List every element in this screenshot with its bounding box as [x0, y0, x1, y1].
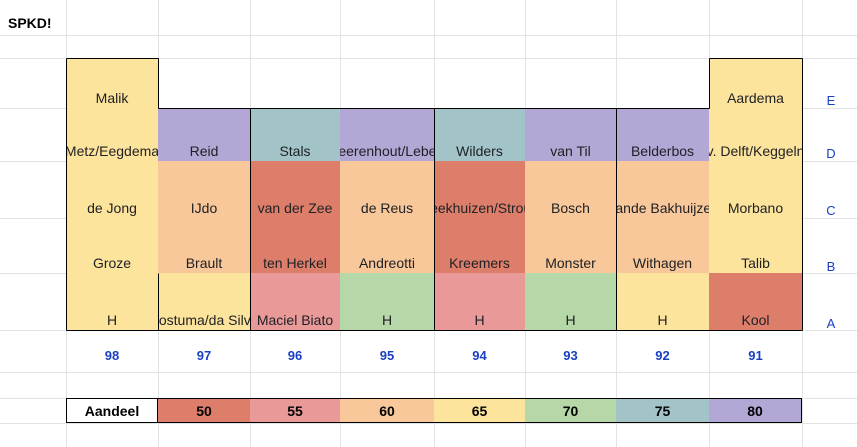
- seat-name: ten Herkel: [263, 255, 327, 271]
- seat-cell[interactable]: Postuma/da Silva: [158, 273, 250, 330]
- seat-cell[interactable]: IJdo: [158, 161, 250, 218]
- seat-name: Malik: [95, 90, 129, 106]
- seat-name: Belderbos: [630, 143, 695, 159]
- legend-value: 55: [250, 398, 340, 423]
- row-label: E: [826, 93, 836, 108]
- seat-name: Beekhuizen/Strous: [434, 200, 525, 216]
- seat-name: de Jong: [87, 200, 137, 216]
- legend-value: 65: [434, 398, 525, 423]
- seat-name: Metz/Eegdema: [66, 143, 158, 159]
- seat-cell[interactable]: Malik: [66, 58, 158, 108]
- seat-name: Kreemers: [449, 255, 510, 271]
- seat-cell[interactable]: H: [616, 273, 709, 330]
- seat-cell[interactable]: Maciel Biato: [250, 273, 340, 330]
- column-number: 94: [472, 348, 487, 363]
- legend-value: 80: [709, 398, 802, 423]
- legend-value: 70: [525, 398, 616, 423]
- seat-name: Withagen: [632, 255, 693, 271]
- seat-name: Morbano: [727, 200, 784, 216]
- seat-name: Andreotti: [358, 255, 416, 271]
- seat-name: H: [657, 312, 668, 328]
- seat-name: Kool: [741, 312, 770, 328]
- column-number: 95: [379, 348, 395, 363]
- seat-cell[interactable]: Reid: [158, 108, 250, 161]
- seat-name: Veerenhout/Leberl: [340, 143, 434, 159]
- seat-cell[interactable]: Kool: [709, 273, 802, 330]
- seat-name: H: [474, 312, 485, 328]
- legend-value: 75: [616, 398, 709, 423]
- column-number: 97: [196, 348, 212, 363]
- row-label: B: [826, 259, 836, 274]
- gridline: [0, 372, 857, 373]
- seat-cell[interactable]: Talib: [709, 218, 802, 273]
- seat-cell[interactable]: H: [434, 273, 525, 330]
- seat-cell[interactable]: H: [66, 273, 158, 330]
- seat-name: Stals: [279, 143, 311, 159]
- seat-cell[interactable]: de Reus: [340, 161, 434, 218]
- seat-cell[interactable]: Groze: [66, 218, 158, 273]
- seat-name: Maciel Biato: [256, 312, 334, 328]
- seat-cell[interactable]: Sande Bakhuijzen: [616, 161, 709, 218]
- seat-name: v. Delft/Keggeln: [709, 143, 802, 159]
- column-number: 98: [104, 348, 120, 363]
- seat-cell[interactable]: H: [340, 273, 434, 330]
- seat-cell[interactable]: Veerenhout/Leberl: [340, 108, 434, 161]
- seat-name: van der Zee: [257, 200, 333, 216]
- row-label: D: [826, 146, 836, 161]
- column-number: 93: [563, 348, 578, 363]
- legend-value: 60: [340, 398, 434, 423]
- seat-cell[interactable]: Metz/Eegdema: [66, 108, 158, 161]
- seat-name: Sande Bakhuijzen: [616, 200, 709, 216]
- gridline: [0, 35, 857, 36]
- seat-cell[interactable]: Bosch: [525, 161, 616, 218]
- seat-cell[interactable]: Beekhuizen/Strous: [434, 161, 525, 218]
- seat-name: H: [381, 312, 393, 328]
- seat-name: IJdo: [190, 200, 218, 216]
- seat-cell[interactable]: Stals: [250, 108, 340, 161]
- column-number: 91: [748, 348, 763, 363]
- seat-name: Bosch: [551, 200, 590, 216]
- legend-value: 50: [158, 398, 250, 423]
- seat-cell[interactable]: Brault: [158, 218, 250, 273]
- seat-name: H: [106, 312, 118, 328]
- seat-cell[interactable]: Belderbos: [616, 108, 709, 161]
- column-number: 96: [287, 348, 303, 363]
- seat-cell[interactable]: Kreemers: [434, 218, 525, 273]
- legend-label: Aandeel: [66, 398, 158, 423]
- seat-name: Postuma/da Silva: [158, 312, 250, 328]
- seat-name: de Reus: [360, 200, 414, 216]
- seat-name: Reid: [189, 143, 219, 159]
- seat-name: Wilders: [456, 143, 503, 159]
- seat-cell[interactable]: Andreotti: [340, 218, 434, 273]
- seat-cell[interactable]: H: [525, 273, 616, 330]
- row-label: C: [826, 203, 836, 218]
- seat-cell[interactable]: Monster: [525, 218, 616, 273]
- seat-name: Brault: [185, 255, 223, 271]
- seat-cell[interactable]: Withagen: [616, 218, 709, 273]
- seat-name: Groze: [92, 255, 132, 271]
- seat-cell[interactable]: van der Zee: [250, 161, 340, 218]
- seat-cell[interactable]: de Jong: [66, 161, 158, 218]
- seat-cell[interactable]: Morbano: [709, 161, 802, 218]
- seat-cell[interactable]: Wilders: [434, 108, 525, 161]
- gridline: [0, 58, 857, 59]
- seat-cell[interactable]: v. Delft/Keggeln: [709, 108, 802, 161]
- row-label: A: [826, 316, 836, 331]
- seat-name: Aardema: [727, 90, 784, 106]
- sheet-title: SPKD!: [8, 15, 52, 31]
- seat-cell[interactable]: van Til: [525, 108, 616, 161]
- seat-name: Talib: [741, 255, 770, 271]
- seat-name: Monster: [545, 255, 596, 271]
- column-number: 92: [655, 348, 670, 363]
- seat-cell[interactable]: ten Herkel: [250, 218, 340, 273]
- seat-name: van Til: [550, 143, 591, 159]
- seat-cell[interactable]: Aardema: [709, 58, 802, 108]
- seat-name: H: [565, 312, 576, 328]
- gridline: [0, 423, 857, 424]
